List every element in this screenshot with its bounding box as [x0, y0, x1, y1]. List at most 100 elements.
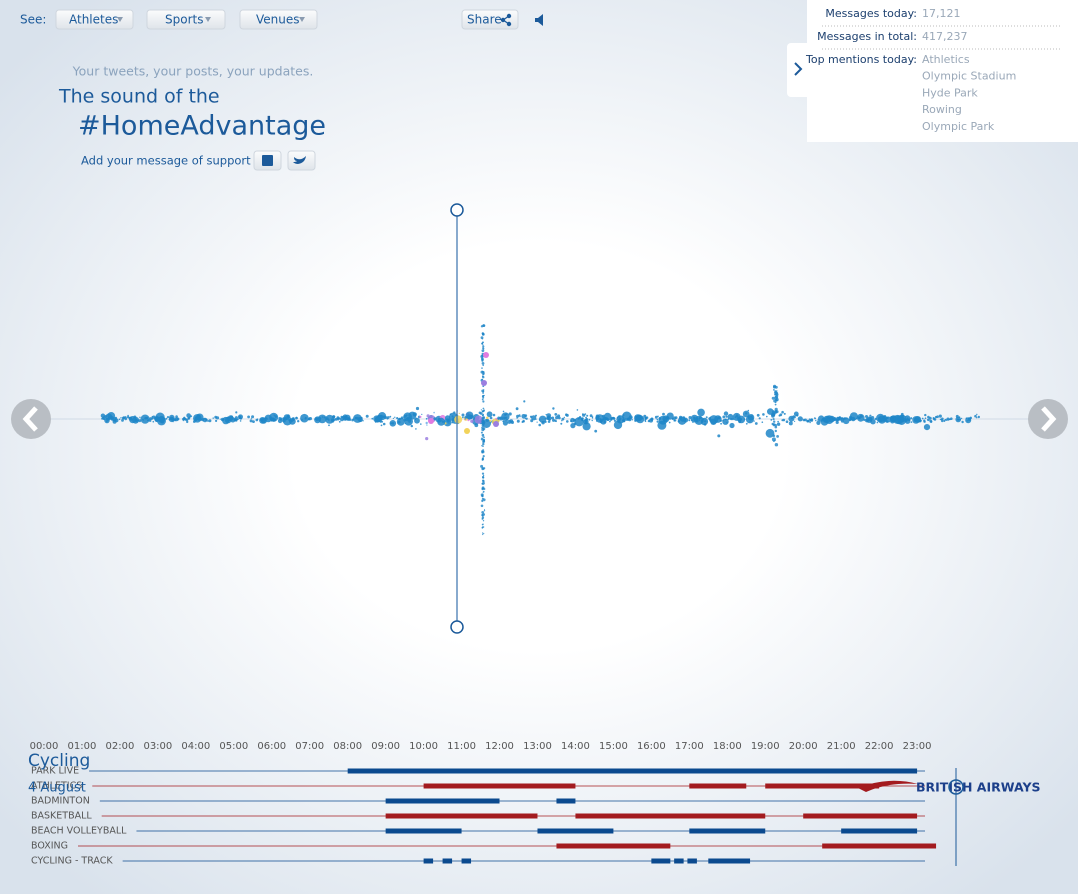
- message-dot: [515, 407, 519, 411]
- message-dot: [774, 396, 778, 400]
- menu-label[interactable]: Venues: [256, 13, 300, 27]
- slider-handle[interactable]: [450, 203, 464, 217]
- message-dot: [480, 464, 484, 468]
- panel-tab[interactable]: [787, 43, 807, 97]
- message-dot: [516, 417, 518, 419]
- mention: Hyde Park: [922, 86, 978, 99]
- message-dot: [482, 533, 484, 536]
- message-dot: [151, 416, 154, 418]
- message-dot: [482, 364, 485, 367]
- message-dot: [745, 422, 748, 425]
- share-button[interactable]: Share: [461, 9, 519, 30]
- hour-label: 15:00: [599, 741, 628, 752]
- cursor-handle[interactable]: [948, 779, 964, 795]
- message-dot: [266, 418, 269, 420]
- message-dot: [481, 378, 484, 381]
- facebook-icon[interactable]: [262, 155, 273, 166]
- session-bar: [822, 843, 937, 849]
- button[interactable]: [146, 9, 226, 30]
- message-dot: [570, 423, 576, 429]
- prev-arrow[interactable]: [11, 399, 51, 439]
- button[interactable]: [461, 9, 519, 30]
- message-dot: [328, 424, 330, 427]
- message-dot: [185, 418, 189, 422]
- message-dot: [208, 419, 212, 423]
- twitter-icon[interactable]: [293, 156, 306, 164]
- mention: Athletics: [922, 53, 970, 66]
- arrow-chevron[interactable]: [22, 406, 38, 432]
- tagline: Your tweets, your posts, your updates.: [72, 64, 314, 79]
- arrow-chevron[interactable]: [1041, 406, 1057, 432]
- facebook-button[interactable]: [253, 150, 282, 171]
- menu-label[interactable]: Sports: [165, 13, 203, 27]
- message-dot: [482, 420, 484, 423]
- schedule: 00:00 01:00 02:00 03:00 04:00 05:00 06:00 07:00…: [30, 741, 937, 867]
- menu-athletes[interactable]: Athletes: [55, 9, 134, 30]
- message-dot: [584, 413, 587, 415]
- message-dot: [827, 416, 830, 419]
- hour-label: 16:00: [637, 741, 666, 752]
- dropdown-arrow[interactable]: [299, 17, 305, 22]
- message-dot: [152, 420, 155, 423]
- message-dot: [552, 418, 555, 422]
- slider-handle[interactable]: [450, 620, 464, 634]
- session-bar: [385, 828, 462, 834]
- message-dot: [690, 414, 699, 423]
- message-dot: [486, 411, 493, 418]
- message-dot: [723, 411, 729, 416]
- message-dot: [976, 417, 978, 419]
- arrow-circle[interactable]: [11, 399, 51, 439]
- message-dot: [481, 487, 484, 491]
- menu-venues[interactable]: Venues: [239, 9, 318, 30]
- message-dot: [381, 420, 384, 423]
- message-dot: [946, 417, 950, 421]
- message-dot: [483, 352, 489, 358]
- mention: Olympic Stadium: [922, 70, 1016, 83]
- twitter-button[interactable]: [287, 150, 316, 171]
- dropdown-arrow[interactable]: [117, 17, 123, 22]
- button[interactable]: [55, 9, 134, 30]
- row-label: PARK LIVE: [31, 766, 79, 777]
- dropdown-arrow[interactable]: [205, 17, 211, 22]
- message-dot: [774, 401, 777, 404]
- message-dot: [611, 418, 613, 420]
- message-dot: [489, 416, 493, 420]
- message-dot: [673, 419, 676, 422]
- message-dot: [906, 417, 909, 420]
- message-dot: [919, 420, 922, 423]
- message-dot: [576, 409, 579, 411]
- menu-sports[interactable]: Sports: [146, 9, 226, 30]
- row-label: BADMINTON: [31, 796, 90, 807]
- menu-label[interactable]: Athletes: [69, 13, 118, 27]
- sound-toggle[interactable]: [535, 14, 543, 26]
- arrow-circle[interactable]: [1028, 399, 1068, 439]
- chevron[interactable]: [794, 62, 803, 76]
- message-dot: [959, 418, 961, 421]
- session-bar: [537, 828, 614, 834]
- message-dot: [900, 412, 904, 416]
- message-dot: [910, 421, 913, 423]
- message-dot: [557, 416, 561, 420]
- hour-label: 18:00: [713, 741, 742, 752]
- next-arrow[interactable]: [1028, 399, 1068, 439]
- message-dot: [961, 420, 964, 424]
- message-dot: [529, 415, 533, 418]
- message-dot: [781, 410, 784, 414]
- message-dot: [938, 414, 942, 418]
- session-bar: [687, 858, 697, 864]
- message-dot: [753, 420, 755, 422]
- hour-label: 02:00: [106, 741, 135, 752]
- message-dot: [480, 437, 484, 441]
- message-dot: [482, 414, 484, 416]
- button[interactable]: [239, 9, 318, 30]
- share-icon[interactable]: [500, 13, 512, 27]
- message-dot: [482, 374, 484, 376]
- message-dot: [924, 413, 927, 417]
- message-dot: [650, 417, 654, 421]
- message-dot: [796, 414, 799, 417]
- message-dot: [910, 417, 913, 420]
- message-dot: [482, 324, 485, 327]
- message-dot: [186, 413, 191, 418]
- share-label[interactable]: Share: [467, 13, 502, 27]
- message-dot: [929, 419, 933, 423]
